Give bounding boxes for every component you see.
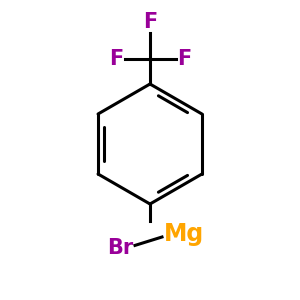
Text: F: F: [177, 49, 191, 68]
Text: Mg: Mg: [164, 222, 204, 246]
Text: F: F: [143, 11, 157, 32]
Text: F: F: [109, 49, 123, 68]
Text: Br: Br: [107, 238, 134, 258]
